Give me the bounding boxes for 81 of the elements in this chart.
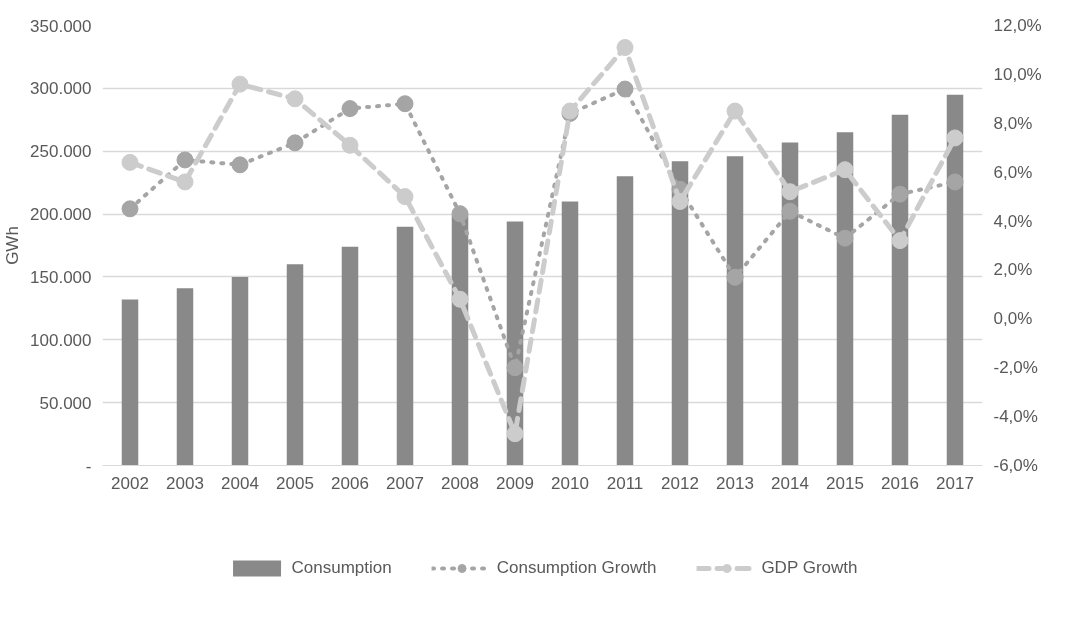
x-tick-label: 2010 <box>551 473 589 493</box>
y2-tick-label: 2,0% <box>993 260 1033 280</box>
bar <box>396 226 414 466</box>
bar <box>891 114 909 466</box>
x-tick-label: 2008 <box>441 473 479 493</box>
x-tick-label: 2002 <box>111 473 149 493</box>
point <box>781 183 799 201</box>
point <box>506 359 524 377</box>
x-tick-label: 2007 <box>386 473 424 493</box>
x-tick-label: 2009 <box>496 473 534 493</box>
bar <box>121 299 139 466</box>
legend-label: Consumption Growth <box>496 557 657 578</box>
y-axis-title: GWh <box>3 226 23 265</box>
x-tick-label: 2011 <box>606 473 644 493</box>
y2-tick-label: -2,0% <box>993 358 1038 378</box>
point <box>726 268 744 286</box>
y2-tick-label: 4,0% <box>993 211 1033 231</box>
legend-label: GDP Growth <box>761 557 858 578</box>
point <box>506 425 524 443</box>
bar <box>946 94 964 466</box>
point <box>341 100 359 118</box>
bar <box>286 264 304 466</box>
x-tick-label: 2017 <box>936 473 974 493</box>
y2-tick-label: 0,0% <box>993 309 1033 329</box>
point <box>671 193 689 210</box>
point <box>176 151 194 169</box>
legend-label: Consumption <box>291 557 392 578</box>
y2-tick-label: -6,0% <box>993 456 1038 475</box>
x-tick-label: 2014 <box>771 473 809 493</box>
bar <box>616 176 634 466</box>
point <box>616 80 634 98</box>
x-tick-label: 2013 <box>716 473 754 493</box>
point <box>946 129 964 147</box>
point <box>286 90 304 108</box>
x-tick-label: 2015 <box>826 473 864 493</box>
point <box>946 173 964 191</box>
point <box>121 153 139 171</box>
point <box>451 290 469 308</box>
point <box>341 136 359 154</box>
point <box>891 185 909 203</box>
y-tick-label: 350.000 <box>30 16 92 36</box>
point <box>396 95 414 113</box>
x-tick-label: 2006 <box>331 473 369 493</box>
x-tick-label: 2016 <box>881 473 919 493</box>
y-tick-label: 200.000 <box>30 205 92 225</box>
y2-tick-label: -4,0% <box>993 407 1038 427</box>
x-tick-label: 2004 <box>221 473 259 493</box>
y2-tick-label: 8,0% <box>993 113 1033 133</box>
point <box>891 232 909 250</box>
bar <box>561 201 579 466</box>
bar <box>671 161 689 466</box>
y-tick-label: - <box>85 456 92 476</box>
bar <box>231 276 249 466</box>
bar <box>341 246 359 466</box>
bar <box>726 156 744 466</box>
point <box>121 200 139 218</box>
point <box>176 173 194 191</box>
x-tick-label: 2003 <box>166 473 204 493</box>
point <box>231 75 249 93</box>
y-tick-label: 50.000 <box>39 393 92 413</box>
x-tick-label: 2005 <box>276 473 314 493</box>
point <box>231 156 249 174</box>
bar <box>836 132 854 466</box>
point <box>396 188 414 206</box>
point <box>836 161 854 179</box>
bar <box>176 288 194 466</box>
point <box>726 102 744 120</box>
y2-tick-label: 12,0% <box>993 16 1042 35</box>
y-tick-label: 300.000 <box>30 79 92 99</box>
bar <box>781 142 799 466</box>
y-tick-label: 100.000 <box>30 330 92 350</box>
y2-tick-label: 6,0% <box>993 162 1033 182</box>
y-tick-label: 150.000 <box>30 267 92 287</box>
y2-tick-label: 10,0% <box>993 64 1042 84</box>
point <box>836 229 854 247</box>
point <box>781 202 799 220</box>
x-tick-label: 2012 <box>661 473 699 493</box>
point <box>451 205 469 223</box>
point <box>286 134 304 152</box>
point <box>616 39 634 56</box>
y-tick-label: 250.000 <box>30 142 92 162</box>
